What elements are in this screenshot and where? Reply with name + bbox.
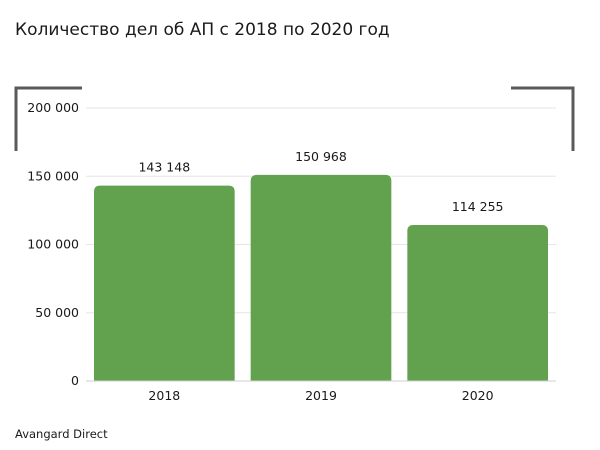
bar-2019: [250, 174, 392, 381]
y-axis-ticks: 0 50 000 100 000 150 000 200 000: [27, 100, 79, 388]
left-corner-bracket: [14, 86, 82, 151]
y-tick-label: 0: [71, 373, 79, 388]
chart-title: Количество дел об АП с 2018 по 2020 год: [15, 20, 390, 40]
data-labels: 143 148 150 968 114 255: [138, 149, 503, 214]
bars: [94, 174, 548, 381]
corner-brackets: [14, 86, 575, 151]
source-label: Avangard Direct: [15, 427, 108, 441]
data-label: 143 148: [138, 160, 190, 175]
data-label: 150 968: [295, 149, 347, 164]
data-label: 114 255: [452, 199, 504, 214]
x-tick-label: 2019: [305, 388, 337, 403]
y-tick-label: 200 000: [27, 100, 79, 115]
y-tick-label: 150 000: [27, 168, 79, 183]
right-corner-bracket: [511, 86, 575, 151]
bar-2020: [407, 225, 548, 381]
x-tick-label: 2020: [462, 388, 494, 403]
x-tick-label: 2018: [148, 388, 180, 403]
y-tick-label: 100 000: [27, 237, 79, 252]
bar-2018: [94, 185, 235, 381]
x-axis-ticks: 2018 2019 2020: [148, 388, 493, 403]
y-tick-label: 50 000: [35, 305, 79, 320]
